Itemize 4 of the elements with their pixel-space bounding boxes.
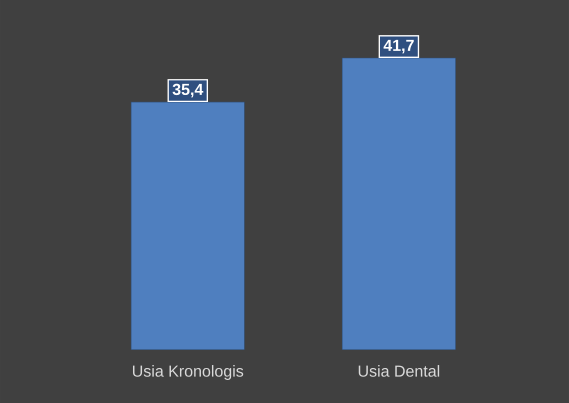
data-label: 41,7: [384, 40, 414, 54]
data-label: 35,4: [172, 84, 204, 98]
x-tick-label: Usia Kronologis: [132, 365, 244, 380]
x-tick-label: Usia Dental: [358, 365, 440, 377]
